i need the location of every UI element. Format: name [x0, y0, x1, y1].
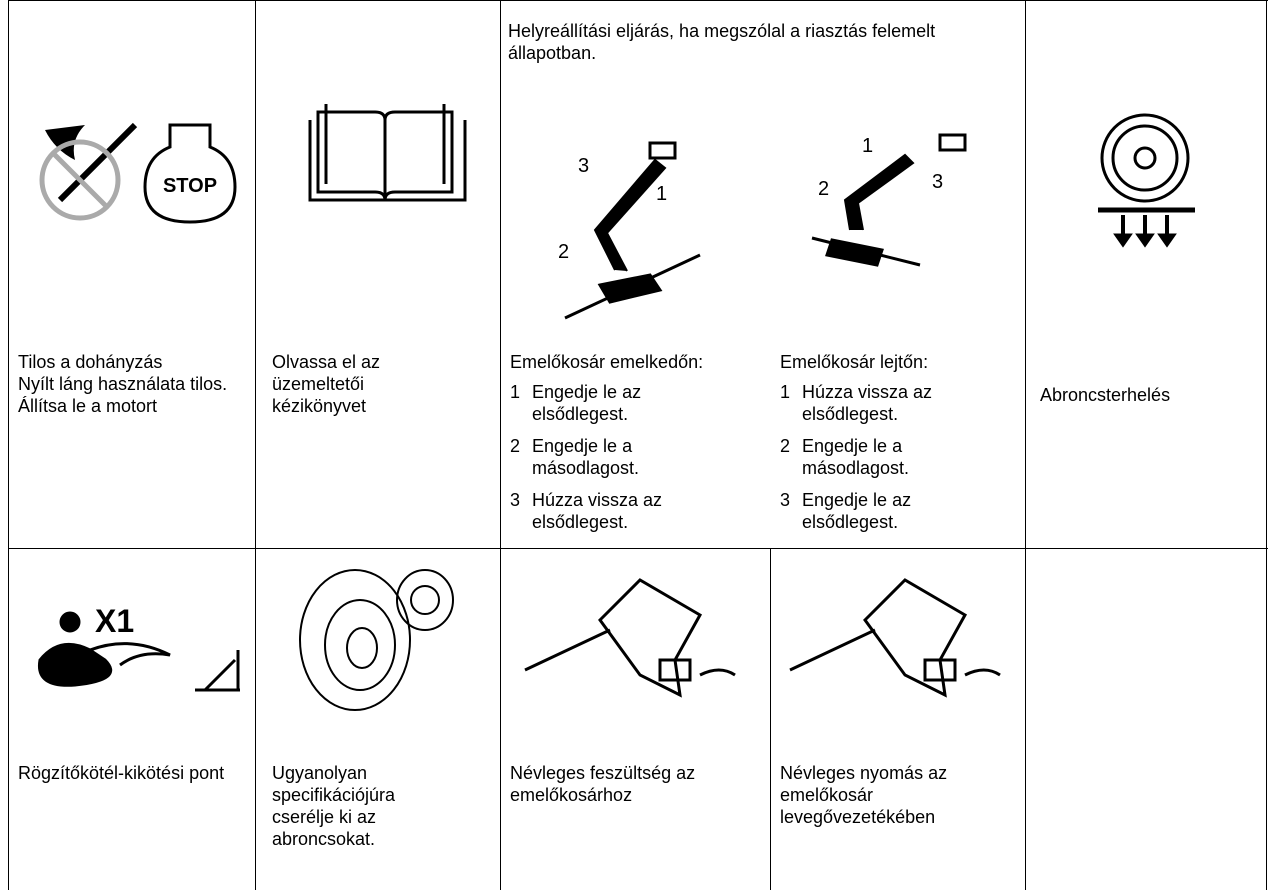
- step-number: 1: [510, 382, 521, 402]
- border: [8, 0, 1268, 1]
- step-number: 2: [780, 436, 791, 456]
- text-line: Nyílt láng használata tilos.: [18, 374, 228, 394]
- stop-icon: STOP: [143, 123, 237, 224]
- procedure-title: Emelőkosár emelkedőn:: [510, 352, 704, 372]
- tire-icon: [299, 569, 454, 711]
- book-icon: [308, 104, 467, 202]
- step-text: Húzza vissza az elsődlegest.: [802, 382, 933, 424]
- text-line: Állítsa le a motort: [18, 396, 158, 416]
- basket-icon: [524, 578, 736, 698]
- cell-heading: Helyreállítási eljárás, ha megszólal a r…: [508, 21, 936, 63]
- cell-text: Abroncsterhelés: [1040, 385, 1171, 405]
- icon-label: 1: [656, 183, 667, 205]
- cell-text: Olvassa el az üzemeltetői kézikönyvet: [272, 352, 381, 416]
- border: [1025, 0, 1026, 890]
- border: [500, 0, 501, 890]
- step-number: 3: [510, 490, 521, 510]
- boom-lift-icon: 3 1 2: [558, 141, 701, 320]
- cell-text: Névleges nyomás az emelőkosár levegőveze…: [780, 763, 948, 827]
- cell-text: Rögzítőkötél-kikötési pont: [18, 763, 225, 783]
- step-text: Engedje le az elsődlegest.: [532, 382, 642, 424]
- step-number: 2: [510, 436, 521, 456]
- step-text: Engedje le a másodlagost.: [802, 436, 910, 478]
- step-text: Húzza vissza az elsődlegest.: [532, 490, 663, 532]
- border: [1266, 0, 1267, 890]
- border: [8, 0, 9, 890]
- icon-label: 3: [932, 171, 943, 193]
- icon-label: X1: [95, 603, 134, 639]
- cell-text: Tilos a dohányzás Nyílt láng használata …: [18, 351, 243, 417]
- step-number: 1: [780, 382, 791, 402]
- icon-label: STOP: [163, 175, 217, 197]
- cell-text: Ugyanolyan specifikációjúra cserélje ki …: [272, 763, 396, 849]
- step-number: 3: [780, 490, 791, 510]
- boom-lift-icon: 1 2 3: [811, 133, 967, 267]
- basket-icon: [789, 578, 1001, 698]
- procedure-title: Emelőkosár lejtőn:: [780, 352, 929, 372]
- cell-text: Névleges feszültség az emelőkosárhoz: [510, 763, 696, 805]
- border: [770, 548, 771, 890]
- icon-label: 1: [862, 135, 873, 157]
- tire-load-icon: [1098, 113, 1195, 248]
- icon-label: 3: [578, 155, 589, 177]
- no-smoking-icon: [39, 122, 138, 221]
- border: [255, 0, 256, 890]
- step-text: Engedje le a másodlagost.: [532, 436, 640, 478]
- icon-label: 2: [558, 241, 569, 263]
- border: [8, 548, 1268, 549]
- icon-label: 2: [818, 178, 829, 200]
- text-line: Tilos a dohányzás: [18, 352, 163, 372]
- lanyard-icon: X1: [37, 603, 240, 692]
- step-text: Engedje le az elsődlegest.: [802, 490, 912, 532]
